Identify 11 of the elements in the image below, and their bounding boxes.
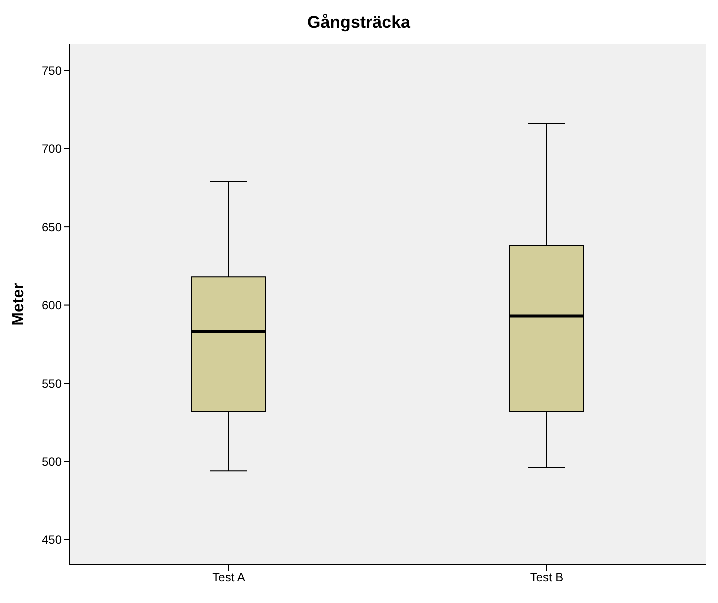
y-tick-label: 600 (42, 298, 62, 313)
y-tick-label: 750 (42, 64, 62, 78)
chart-title: Gångsträcka (306, 12, 412, 34)
y-tick-label: 700 (42, 142, 62, 156)
y-axis-title: Meter (10, 283, 28, 326)
y-tick-label: 550 (42, 376, 62, 391)
y-tick-label: 500 (42, 455, 62, 469)
y-tick-label: 650 (42, 220, 62, 234)
x-tick-label: Test A (212, 570, 246, 585)
x-tick-label: Test B (530, 570, 564, 585)
y-tick-label: 450 (42, 533, 62, 548)
